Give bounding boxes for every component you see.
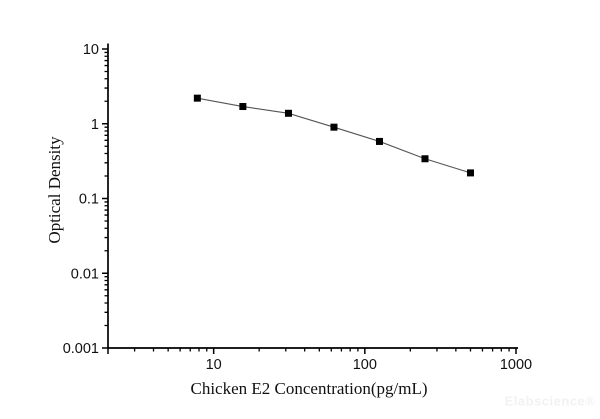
x-tick-label: 1000 <box>500 357 532 373</box>
y-tick-label: 0.001 <box>63 341 99 357</box>
x-tick-label: 100 <box>353 357 377 373</box>
data-point-marker <box>375 137 383 145</box>
y-tick-label: 10 <box>83 42 99 58</box>
y-axis-title: Optical Density <box>45 136 64 244</box>
y-tick-label: 0.1 <box>79 192 99 208</box>
watermark-logo: Elabscience® <box>504 393 596 409</box>
data-point-marker <box>330 123 338 131</box>
data-point-marker <box>193 94 201 102</box>
x-axis-title: Chicken E2 Concentration(pg/mL) <box>190 379 428 398</box>
y-tick-label: 1 <box>91 117 99 133</box>
data-point-marker <box>284 109 292 117</box>
axis-lines <box>107 43 518 349</box>
y-tick-label: 0.01 <box>71 266 99 282</box>
minor-ticks <box>104 51 510 352</box>
data-point-marker <box>239 103 247 111</box>
data-point-marker <box>421 155 429 163</box>
major-ticks <box>102 48 517 354</box>
curve-line <box>197 97 471 174</box>
data-point-marker <box>466 169 474 177</box>
x-tick-label: 10 <box>206 357 222 373</box>
